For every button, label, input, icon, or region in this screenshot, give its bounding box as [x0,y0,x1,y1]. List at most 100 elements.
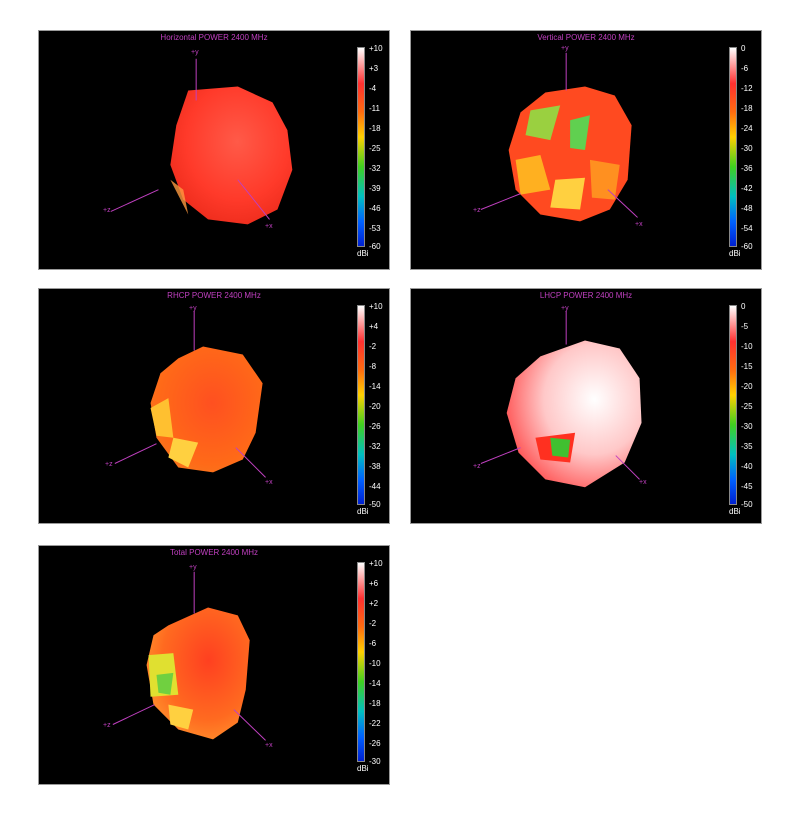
colorbar-tick: -6 [741,64,749,73]
colorbar-tick: -14 [369,382,381,391]
pattern-plot [480,52,638,222]
colorbar-tick: -2 [369,619,377,628]
colorbar-tick: -30 [369,757,381,766]
colorbar-tick: -54 [741,224,753,233]
colorbar-tick: -32 [369,442,381,451]
x-axis [233,709,266,741]
x-axis-label: +x [639,479,647,486]
colorbar-tick: -4 [369,84,377,93]
unit-label: dBi [729,249,741,258]
x-axis [235,447,266,478]
colorbar-tick: -10 [741,342,753,351]
y-axis-label: +y [561,45,569,52]
pattern-surface [170,86,293,225]
colorbar-tick: 0 [741,302,746,311]
colorbar-tick: -5 [741,322,749,331]
z-axis-label: +z [473,463,481,470]
z-axis-label: +z [105,461,113,468]
chart-panel-vertical: Vertical POWER 2400 MHz +y +x +z 0 -6 -1… [410,30,762,270]
colorbar [357,562,365,762]
colorbar-tick: -44 [369,482,381,491]
colorbar-tick: -48 [741,204,753,213]
chart-title: LHCP POWER 2400 MHz [539,291,633,300]
x-axis [615,455,640,480]
pattern-plot [110,58,293,225]
colorbar-tick: -26 [369,739,381,748]
z-axis [480,447,521,464]
colorbar-tick: -2 [369,342,377,351]
x-axis-label: +x [265,742,273,749]
chart-panel-horizontal: Horizontal POWER 2400 MHz +y +x +z +10 +… [38,30,390,270]
x-axis-label: +x [265,479,273,486]
chart-title: Horizontal POWER 2400 MHz [160,33,268,42]
colorbar-tick: -30 [741,422,753,431]
z-axis [110,189,159,212]
colorbar-tick: -24 [741,124,753,133]
colorbar-tick: -53 [369,224,381,233]
colorbar-tick: -12 [741,84,753,93]
z-axis [112,704,155,725]
colorbar-tick: -45 [741,482,753,491]
colorbar-tick: -6 [369,639,377,648]
colorbar-tick: -26 [369,422,381,431]
y-axis-label: +y [189,305,197,312]
pattern-surface [506,340,642,488]
colorbar-tick: -40 [741,462,753,471]
z-axis [480,193,521,210]
colorbar-tick: -25 [741,402,753,411]
z-axis-label: +z [103,207,111,214]
x-axis-label: +x [635,221,643,228]
colorbar-tick: -60 [369,242,381,251]
unit-label: dBi [357,249,369,258]
chart-panel-rhcp: RHCP POWER 2400 MHz +y +x +z +10 +4 -2 -… [38,288,390,524]
colorbar [357,47,365,247]
colorbar-tick: +4 [369,322,379,331]
colorbar-tick: -32 [369,164,381,173]
colorbar-tick: -50 [741,500,753,509]
colorbar-tick: -39 [369,184,381,193]
colorbar-tick: -35 [741,442,753,451]
colorbar-tick: -20 [741,382,753,391]
unit-label: dBi [357,507,369,516]
z-axis-label: +z [473,207,481,214]
colorbar [729,47,737,247]
colorbar-tick: +10 [369,559,383,568]
colorbar [357,305,365,505]
colorbar-tick: -30 [741,144,753,153]
x-axis [237,179,270,220]
chart-title: Total POWER 2400 MHz [169,548,259,557]
colorbar-tick: +2 [369,599,379,608]
colorbar-tick: -18 [741,104,753,113]
colorbar-tick: +6 [369,579,379,588]
colorbar-tick: +10 [369,44,383,53]
colorbar-tick: -22 [369,719,381,728]
colorbar-tick: +10 [369,302,383,311]
y-axis-label: +y [191,49,199,56]
colorbar-tick: -15 [741,362,753,371]
colorbar-tick: -60 [741,242,753,251]
colorbar-tick: +3 [369,64,379,73]
chart-title: Vertical POWER 2400 MHz [537,33,635,42]
colorbar-tick: -11 [369,104,380,113]
colorbar-tick: -25 [369,144,381,153]
colorbar-tick: -8 [369,362,377,371]
z-axis-label: +z [103,722,111,729]
colorbar-tick: -20 [369,402,381,411]
colorbar-tick: -10 [369,659,381,668]
colorbar-tick: -50 [369,500,381,509]
colorbar-tick: -18 [369,699,381,708]
unit-label: dBi [357,764,369,773]
colorbar-tick: -14 [369,679,381,688]
colorbar [729,305,737,505]
y-axis-label: +y [189,564,197,571]
colorbar-tick: -38 [369,462,381,471]
colorbar-tick: -42 [741,184,753,193]
y-axis-label: +y [561,305,569,312]
colorbar-tick: -36 [741,164,753,173]
unit-label: dBi [729,507,741,516]
pattern-plot [480,310,642,488]
pattern-plot [112,571,266,741]
z-axis [114,443,157,464]
x-axis-label: +x [265,223,273,230]
x-axis [607,189,638,218]
